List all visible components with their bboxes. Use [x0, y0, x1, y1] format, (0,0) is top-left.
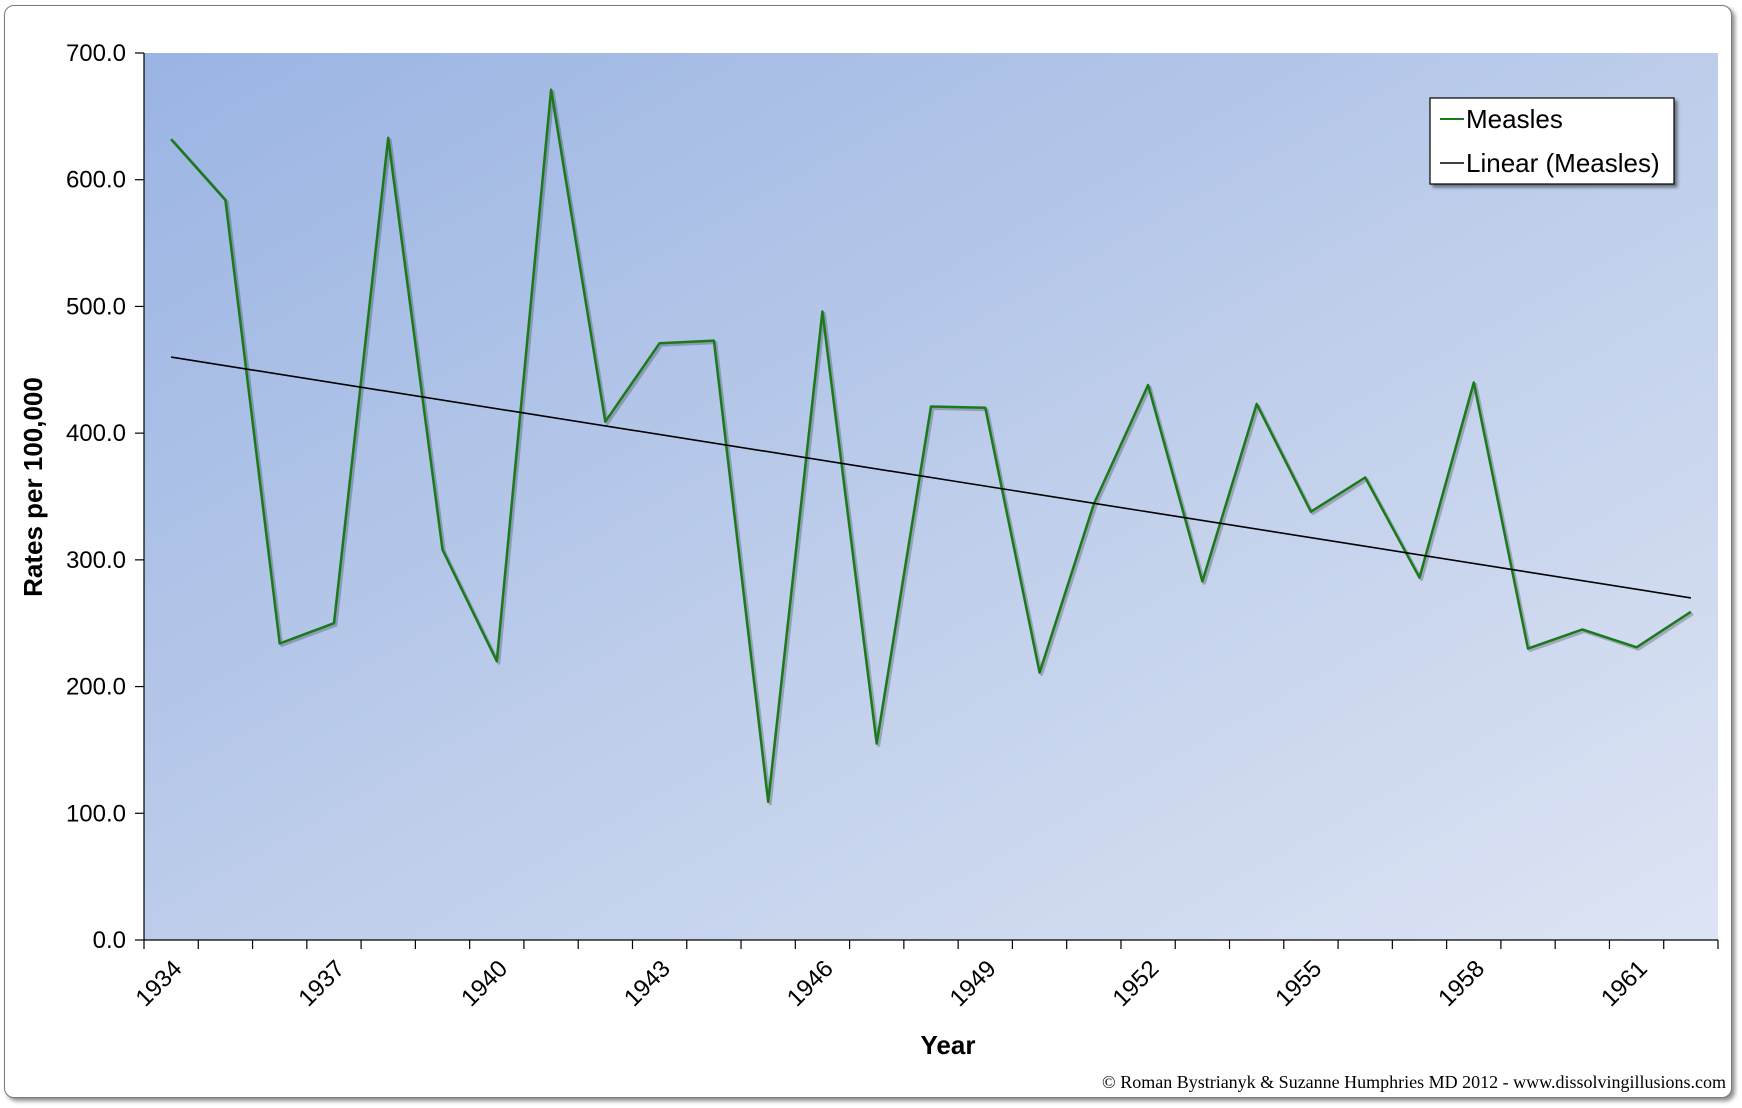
x-tick-label: 1946 — [782, 955, 839, 1012]
x-tick-label: 1955 — [1270, 955, 1327, 1012]
y-tick-label: 0.0 — [93, 927, 126, 954]
x-tick-label: 1940 — [456, 955, 513, 1012]
legend-label-measles: Measles — [1466, 104, 1563, 134]
x-tick-label: 1937 — [293, 955, 350, 1012]
y-tick-label: 100.0 — [66, 800, 126, 827]
legend: Measles Linear (Measles) — [1429, 97, 1675, 185]
x-tick-label: 1958 — [1433, 955, 1490, 1012]
y-tick-label: 500.0 — [66, 293, 126, 320]
x-tick-label: 1934 — [131, 955, 188, 1012]
trendline-linear-measles — [170, 356, 1692, 599]
x-axis-title: Year — [921, 1030, 976, 1060]
x-tick-label: 1952 — [1108, 955, 1165, 1012]
y-tick-label: 200.0 — [66, 674, 126, 701]
y-tick-label: 700.0 — [66, 40, 126, 67]
y-axis-title: Rates per 100,000 — [18, 377, 48, 597]
x-tick-label: 1961 — [1596, 955, 1653, 1012]
x-tick-label: 1949 — [945, 955, 1002, 1012]
plot-area — [144, 53, 1718, 940]
x-tick-label: 1943 — [619, 955, 676, 1012]
legend-label-linear-measles: Linear (Measles) — [1466, 148, 1660, 178]
copyright-note: © Roman Bystrianyk & Suzanne Humphries M… — [1102, 1072, 1726, 1092]
series-shadow — [171, 90, 1694, 806]
y-tick-label: 600.0 — [66, 167, 126, 194]
legend-box — [1429, 97, 1675, 185]
series-line-measles — [170, 88, 1692, 804]
y-axis: 0.0 100.0 200.0 300.0 400.0 500.0 600.0 700.0 — [66, 40, 145, 954]
y-tick-label: 300.0 — [66, 547, 126, 574]
x-axis: 1934 1937 1940 1943 1946 1949 1952 1955 1958 1961 — [131, 939, 1719, 1012]
series-layer — [170, 88, 1694, 806]
y-tick-label: 400.0 — [66, 420, 126, 447]
